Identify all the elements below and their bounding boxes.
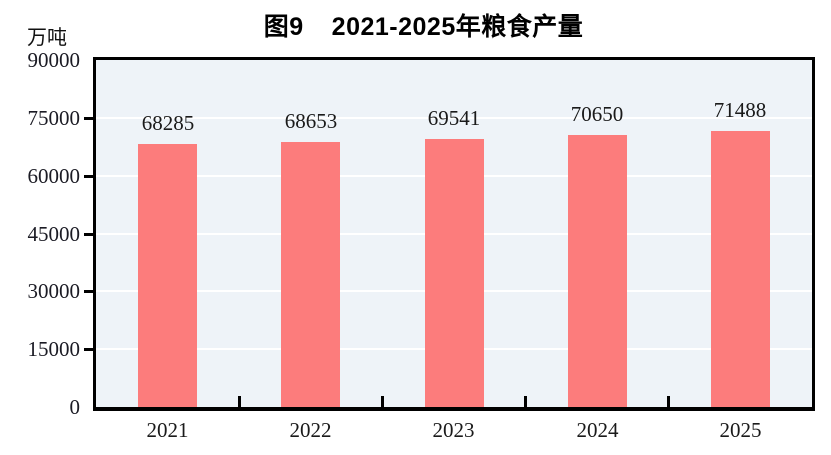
y-tick-label-30000: 30000 [27,279,81,303]
bar-2022 [281,142,340,407]
x-tick-label-2021: 2021 [146,418,189,442]
x-boundary-tick-2 [381,396,384,407]
bar-value-label-2024: 70650 [570,102,624,126]
bar-value-label-2022: 68653 [284,109,338,133]
bar-value-label-2023: 69541 [427,106,481,130]
y-tick-label-75000: 75000 [27,106,81,130]
y-tick-label-90000: 90000 [27,48,81,72]
y-tick-label-15000: 15000 [27,337,81,361]
bar-2024 [568,135,627,407]
chart-title: 图9 2021-2025年粮食产量 [8,7,831,43]
bar-value-label-2025: 71488 [713,98,767,122]
y-tick-mark-15000 [84,348,93,351]
bar-2021 [138,144,197,407]
x-tick-label-2023: 2023 [432,418,475,442]
x-tick-label-2022: 2022 [289,418,332,442]
x-tick-label-2025: 2025 [719,418,762,442]
y-tick-mark-60000 [84,175,93,178]
gridline-75000 [96,117,812,119]
plot-area-border: 68285 68653 69541 70650 71488 [93,57,815,411]
plot-area: 68285 68653 69541 70650 71488 [96,60,812,407]
y-tick-label-0: 0 [69,395,81,419]
y-tick-label-45000: 45000 [27,222,81,246]
bar-2023 [425,139,484,407]
y-tick-mark-75000 [84,117,93,120]
x-boundary-tick-1 [238,396,241,407]
chart-title-text: 2021-2025年粮食产量 [331,13,584,41]
y-tick-mark-30000 [84,290,93,293]
chart-title-figure-number: 图9 [263,13,304,41]
y-tick-mark-45000 [84,233,93,236]
x-boundary-tick-4 [667,396,670,407]
bar-2025 [711,131,770,407]
x-tick-label-2024: 2024 [576,418,619,442]
x-boundary-tick-3 [524,396,527,407]
y-axis-unit-label: 万吨 [27,27,67,49]
y-tick-label-60000: 60000 [27,164,81,188]
bar-value-label-2021: 68285 [141,111,195,135]
